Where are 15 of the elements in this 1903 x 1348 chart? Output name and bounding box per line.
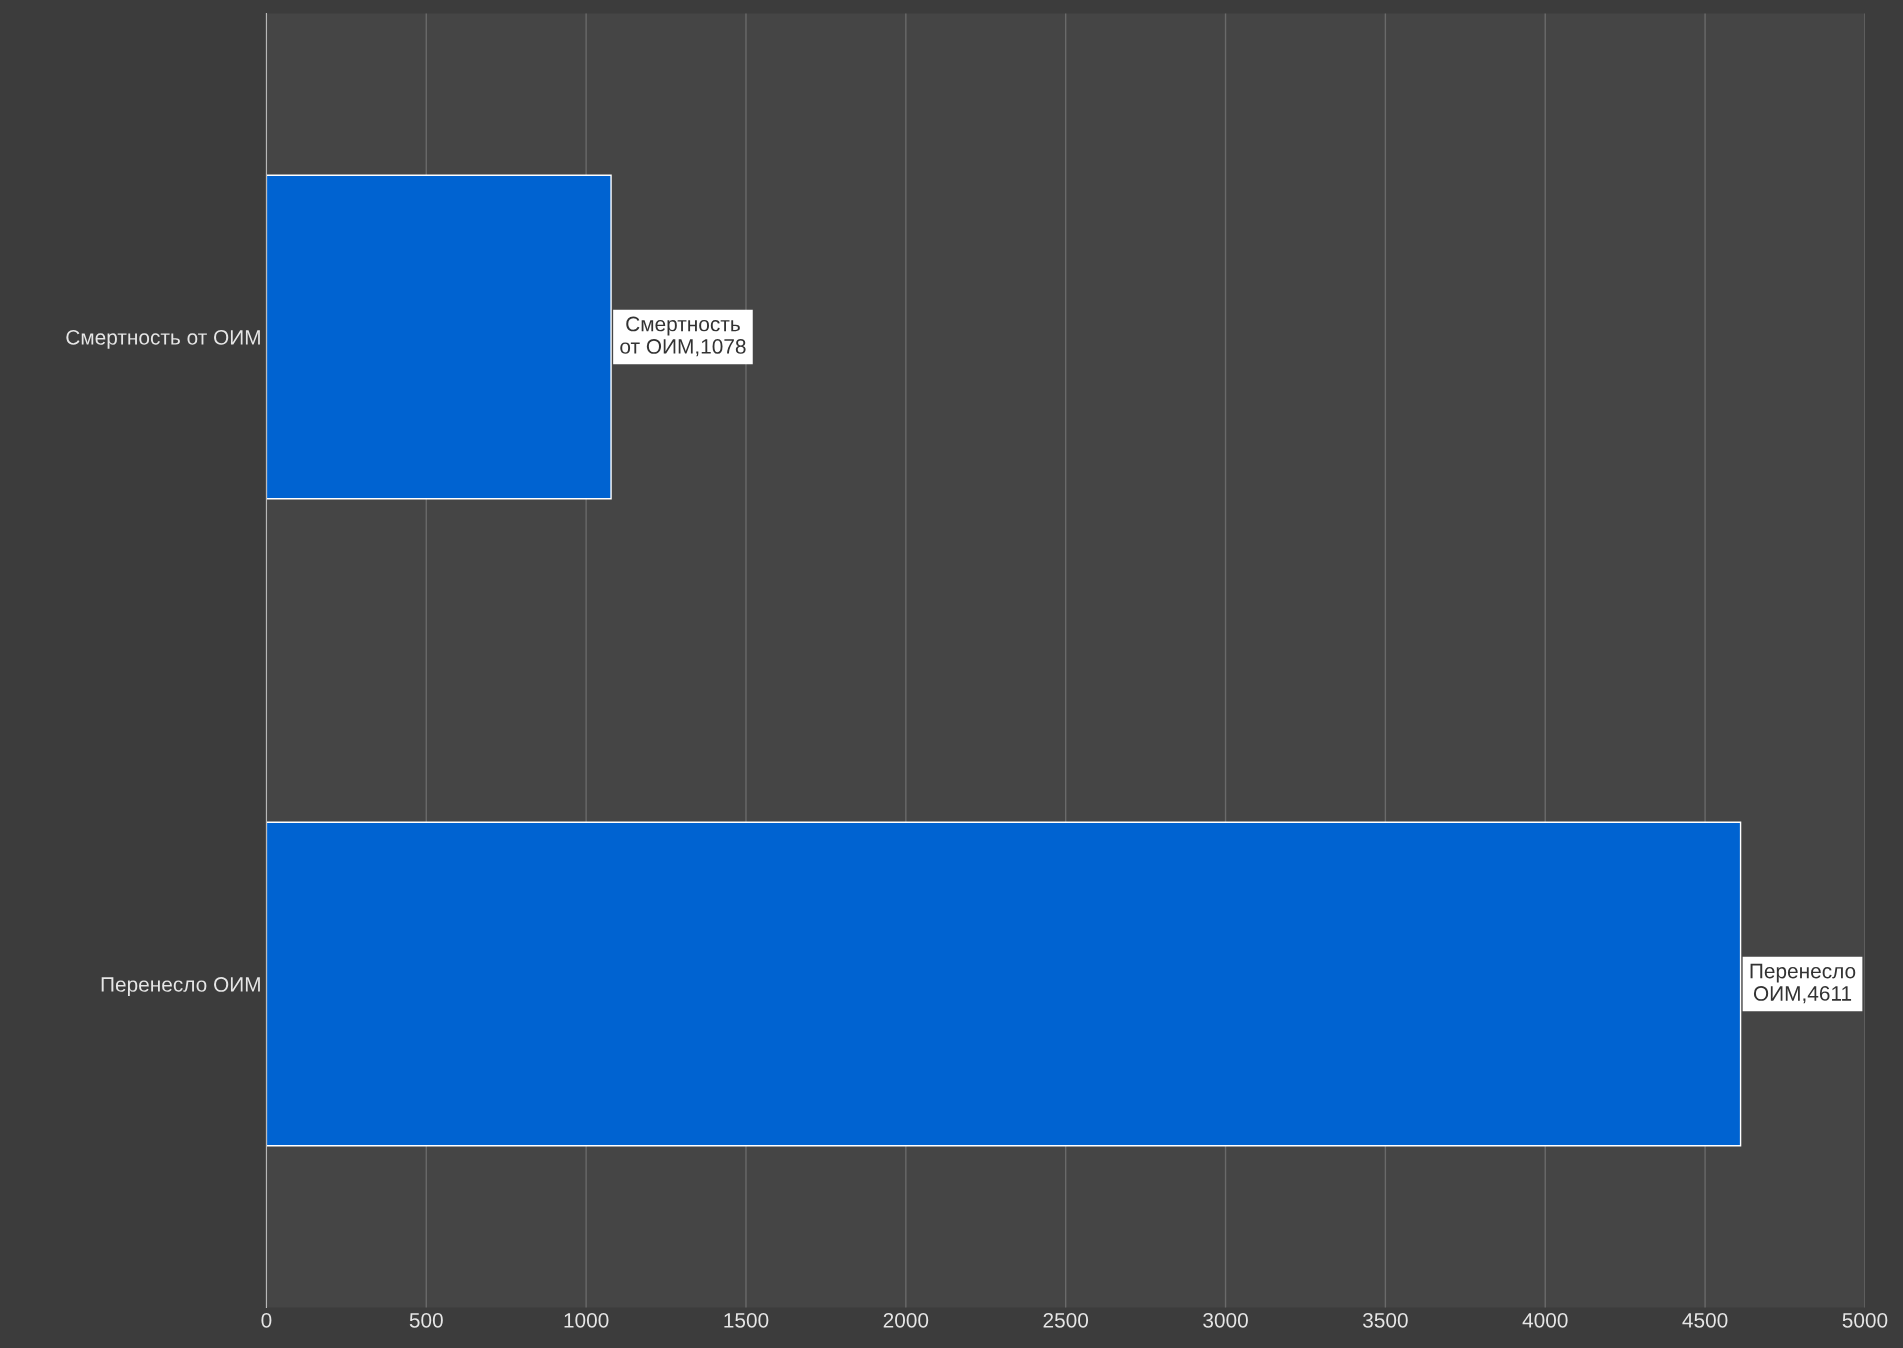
y-tick-label: Перенесло ОИМ [101, 977, 260, 996]
x-tick-label: 3000 [1203, 1312, 1248, 1328]
x-tick-label: 4500 [1682, 1312, 1728, 1328]
x-tick-label: 3500 [1363, 1312, 1408, 1328]
x-tick-label: 2500 [1043, 1312, 1089, 1328]
x-tick-label: 5000 [1842, 1312, 1888, 1328]
x-tick-label: 1000 [564, 1312, 609, 1328]
x-tick-label: 0 [261, 1312, 272, 1328]
data-label: Перенесло ОИМ,4611 [1750, 963, 1856, 1004]
y-tick-label: Смертность от ОИМ [66, 330, 260, 349]
x-tick-label: 2000 [883, 1312, 929, 1328]
x-tick-label: 500 [409, 1312, 443, 1328]
x-tick-label: 4000 [1522, 1312, 1568, 1328]
x-tick-label: 1500 [724, 1312, 769, 1328]
data-label: Смертность от ОИМ,1078 [620, 316, 746, 357]
